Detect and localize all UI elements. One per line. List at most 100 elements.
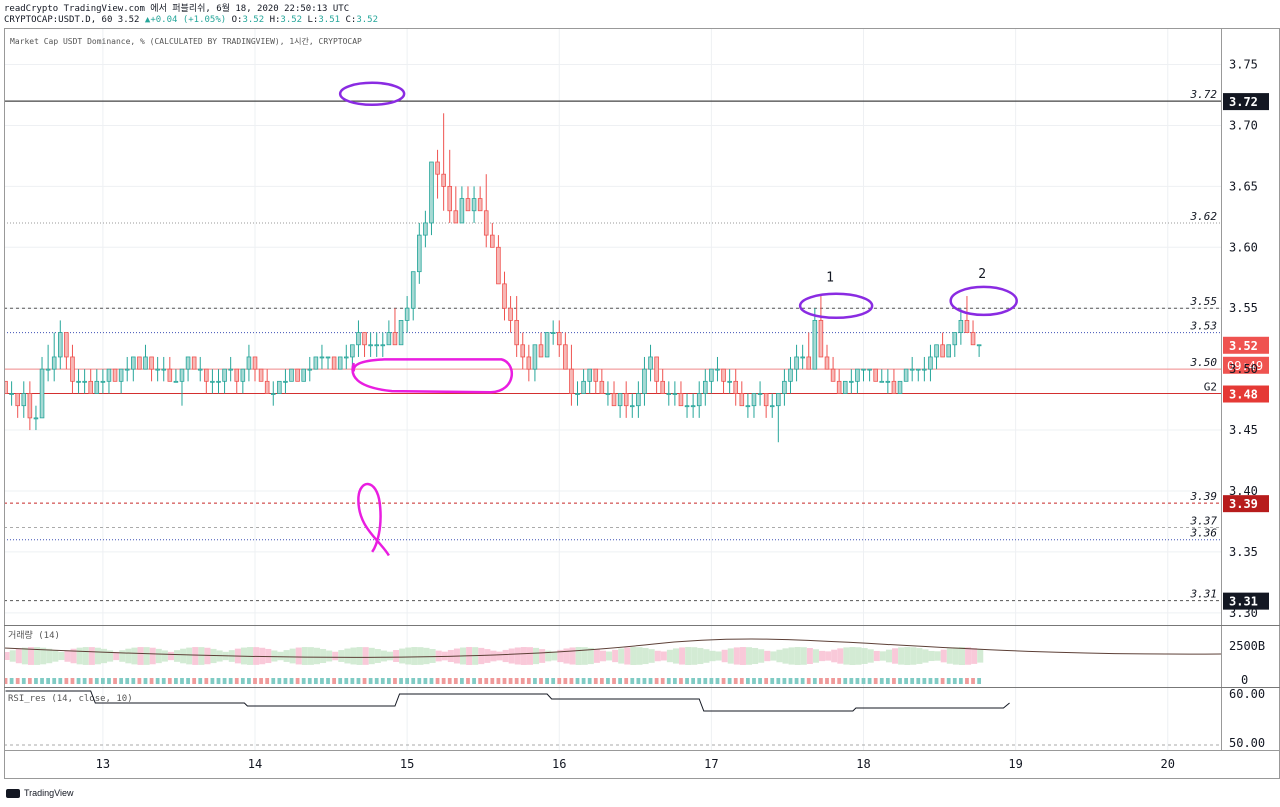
candle-body bbox=[362, 332, 367, 346]
volume-bar bbox=[210, 678, 215, 684]
volume-bar bbox=[368, 678, 373, 684]
volume-ribbon bbox=[654, 650, 661, 662]
tradingview-logo[interactable]: TradingView bbox=[6, 788, 74, 798]
volume-bar bbox=[174, 678, 178, 684]
frame-border bbox=[4, 28, 1280, 779]
volume-bar bbox=[551, 678, 556, 684]
volume-ribbon bbox=[405, 647, 412, 665]
volume-bar bbox=[770, 678, 775, 684]
volume-ribbon bbox=[490, 650, 497, 662]
candle-body bbox=[508, 307, 513, 321]
volume-bar bbox=[630, 678, 635, 684]
volume-bar bbox=[508, 678, 513, 684]
volume-bar bbox=[362, 678, 367, 684]
candle-body bbox=[970, 332, 976, 346]
candle-body bbox=[660, 380, 665, 394]
volume-ribbon bbox=[892, 648, 899, 664]
volume-ribbon bbox=[971, 648, 978, 664]
rsi-title: RSI_res (14, close, 10) bbox=[8, 694, 133, 704]
volume-bar bbox=[46, 678, 51, 684]
chart-frame[interactable]: 3.72 3.72 3.62 3.55 3.53 3.50 G2 3.48 3.39 3.39 3.… bbox=[3, 28, 1280, 780]
volume-bar bbox=[253, 678, 257, 684]
volume-ribbon bbox=[679, 647, 686, 665]
volume-ribbon bbox=[612, 649, 619, 663]
candle-body bbox=[465, 198, 471, 212]
volume-ribbon bbox=[3, 652, 10, 660]
volume-ribbon bbox=[198, 647, 205, 665]
candle-body bbox=[812, 320, 818, 370]
volume-bar bbox=[21, 678, 26, 684]
candle-body bbox=[210, 380, 215, 383]
volume-ribbon bbox=[715, 651, 722, 661]
volume-ribbon bbox=[374, 649, 381, 663]
chart-title: Market Cap USDT Dominance, % (CALCULATED… bbox=[10, 36, 362, 46]
symbol-legend: CRYPTOCAP:USDT.D, 60 3.52 ▲+0.04 (+1.05%… bbox=[4, 15, 378, 25]
volume-ribbon bbox=[703, 649, 710, 663]
volume-bar bbox=[155, 678, 160, 684]
volume-bar bbox=[301, 678, 306, 684]
volume-bar bbox=[502, 678, 507, 684]
volume-ribbon bbox=[642, 647, 649, 665]
volume-ribbon bbox=[380, 650, 387, 662]
candle-body bbox=[94, 380, 100, 394]
candle-body bbox=[374, 344, 379, 347]
volume-ribbon bbox=[843, 647, 850, 665]
grid bbox=[4, 28, 1221, 750]
candle-body bbox=[283, 380, 288, 383]
volume-ribbon bbox=[873, 650, 880, 662]
volume-ribbon bbox=[910, 647, 917, 665]
candle-body bbox=[222, 368, 227, 382]
volume-ribbon bbox=[435, 650, 442, 662]
y-tick-label: 3.70 bbox=[1229, 118, 1258, 132]
volume-bar bbox=[64, 678, 69, 684]
volume-ribbon bbox=[514, 647, 521, 665]
volume-ribbon bbox=[295, 647, 302, 665]
candle-body bbox=[477, 198, 483, 212]
candle-body bbox=[21, 393, 27, 407]
volume-bar bbox=[910, 678, 915, 684]
volume-bar bbox=[344, 678, 349, 684]
x-tick-label: 16 bbox=[552, 757, 566, 771]
candle-body bbox=[319, 356, 325, 359]
volume-ribbon bbox=[338, 650, 345, 662]
volume-bar bbox=[271, 678, 276, 684]
hline-label: 3.37 bbox=[1190, 515, 1218, 528]
candle-body bbox=[240, 368, 246, 382]
volume-bar bbox=[636, 678, 641, 684]
candle-body bbox=[313, 356, 319, 370]
candle-body bbox=[642, 368, 647, 394]
volume-bar bbox=[313, 678, 318, 684]
volume-ribbon bbox=[733, 647, 740, 665]
chart-svg[interactable]: 3.723.723.623.553.533.50G23.483.393.393.… bbox=[3, 28, 1280, 780]
volume-ribbon bbox=[867, 649, 874, 663]
volume-bar bbox=[259, 678, 263, 684]
candle-body bbox=[435, 161, 440, 175]
volume-ribbon bbox=[393, 650, 400, 662]
volume-bar bbox=[904, 678, 908, 684]
volume-ribbon bbox=[283, 650, 290, 662]
candle-body bbox=[490, 234, 495, 248]
volume-bar bbox=[952, 678, 957, 684]
volume-bar bbox=[222, 678, 227, 684]
candle-body bbox=[849, 380, 854, 383]
volume-bar bbox=[247, 678, 251, 684]
candle-body bbox=[891, 380, 897, 394]
volume-bar bbox=[289, 678, 294, 684]
volume-bar bbox=[746, 678, 750, 684]
volume-ribbon bbox=[569, 647, 576, 665]
annotation-label-1: 1 bbox=[826, 270, 834, 285]
volume-bar bbox=[758, 678, 762, 684]
volume-ribbon bbox=[137, 647, 144, 665]
volume-bar bbox=[898, 678, 902, 684]
volume-ribbon bbox=[885, 649, 892, 663]
candle-body bbox=[818, 320, 824, 358]
volume-ribbon bbox=[125, 648, 132, 664]
volume-ribbon bbox=[70, 648, 77, 664]
candle-body bbox=[903, 368, 909, 382]
candle-body bbox=[118, 368, 124, 382]
volume-bar bbox=[472, 678, 476, 684]
volume-ribbon bbox=[898, 647, 905, 665]
volume-bar bbox=[82, 678, 87, 684]
candle-body bbox=[830, 368, 836, 382]
